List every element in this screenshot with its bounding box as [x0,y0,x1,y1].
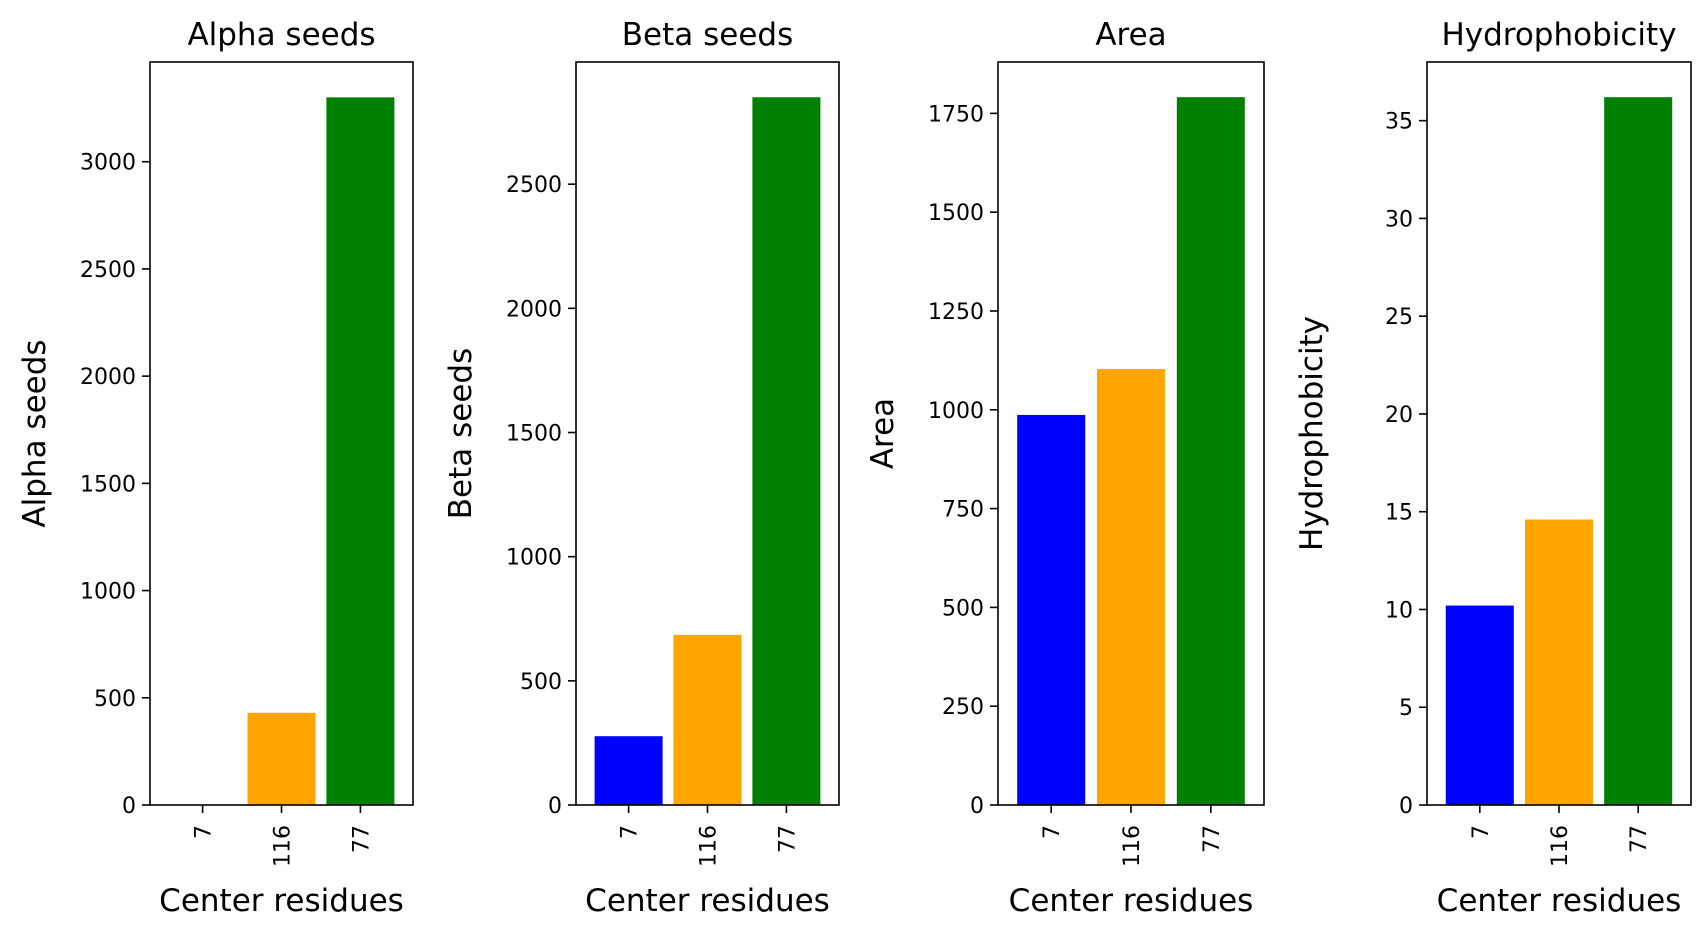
bar [1017,414,1086,805]
y-tick-label: 500 [942,596,984,621]
bar [1604,97,1673,805]
x-axis-label: Center residues [1009,883,1254,919]
y-tick-label: 0 [1399,794,1413,819]
y-tick-label: 10 [1385,598,1413,623]
x-axis-label: Center residues [1437,883,1682,919]
y-tick-label: 30 [1385,207,1413,232]
y-tick-label: 15 [1385,501,1413,526]
chart-title: Hydrophobicity [1441,17,1676,53]
y-tick-label: 0 [970,794,984,819]
x-tick-label: 7 [1040,825,1065,839]
y-tick-label: 0 [548,794,562,819]
y-tick-label: 250 [942,695,984,720]
y-tick-label: 1000 [928,399,984,424]
bar [1445,605,1514,805]
y-tick-label: 5 [1399,696,1413,721]
x-tick-label: 7 [192,825,217,839]
y-axis-label: Alpha seeds [17,339,53,527]
bar [673,634,742,805]
y-tick-label: 35 [1385,110,1413,135]
subplot-4: 0 5 10 15 20 25 30 35 7 116 77 Hydrophobicity Center… [1294,17,1692,919]
y-tick-label: 25 [1385,305,1413,330]
subplot-3: 0 250 500 750 1000 1250 1500 1750 7 116 77 Area Cent… [865,17,1265,919]
bar [594,736,663,805]
x-tick-label: 77 [775,825,800,853]
x-tick-label: 7 [618,825,643,839]
y-tick-label: 1250 [928,300,984,325]
bar [1176,97,1245,805]
x-tick-label: 7 [1469,825,1494,839]
y-tick-label: 20 [1385,403,1413,428]
y-tick-label: 1000 [80,580,136,605]
y-axis-label: Beta seeds [443,348,479,519]
y-tick-label: 1500 [506,422,562,447]
y-tick-label: 500 [94,687,136,712]
y-tick-label: 2500 [80,258,136,283]
x-tick-label: 77 [349,825,374,853]
y-tick-label: 2000 [506,297,562,322]
chart-title: Alpha seeds [187,17,375,53]
subplot-1: 0 500 1000 1500 2000 2500 3000 7 116 77 Alpha seed… [17,17,414,919]
x-axis-label: Center residues [585,883,830,919]
x-tick-label: 116 [1120,825,1145,867]
bar [1097,369,1165,805]
x-tick-label: 116 [271,825,296,867]
bar [326,97,395,805]
y-tick-label: 2500 [506,173,562,198]
x-tick-label: 77 [1200,825,1225,853]
y-axis-label: Area [865,398,901,469]
chart-title: Area [1095,17,1166,53]
x-tick-label: 77 [1627,825,1652,853]
chart-title: Beta seeds [622,17,793,53]
x-tick-label: 116 [697,825,722,867]
y-tick-label: 0 [122,794,136,819]
subplot-2: 0 500 1000 1500 2000 2500 7 116 77 Beta seeds Cent… [443,17,840,919]
x-axis-label: Center residues [159,883,404,919]
x-tick-label: 116 [1548,825,1573,867]
y-axis-label: Hydrophobicity [1294,316,1330,551]
y-tick-label: 1500 [80,472,136,497]
y-tick-label: 1750 [928,102,984,127]
y-tick-label: 1500 [928,201,984,226]
bar [752,97,821,806]
y-tick-label: 1000 [506,546,562,571]
bar [1525,519,1593,805]
y-tick-label: 500 [520,670,562,695]
bar [247,712,316,805]
y-tick-label: 750 [942,498,984,523]
y-tick-label: 2000 [80,365,136,390]
y-tick-label: 3000 [80,151,136,176]
